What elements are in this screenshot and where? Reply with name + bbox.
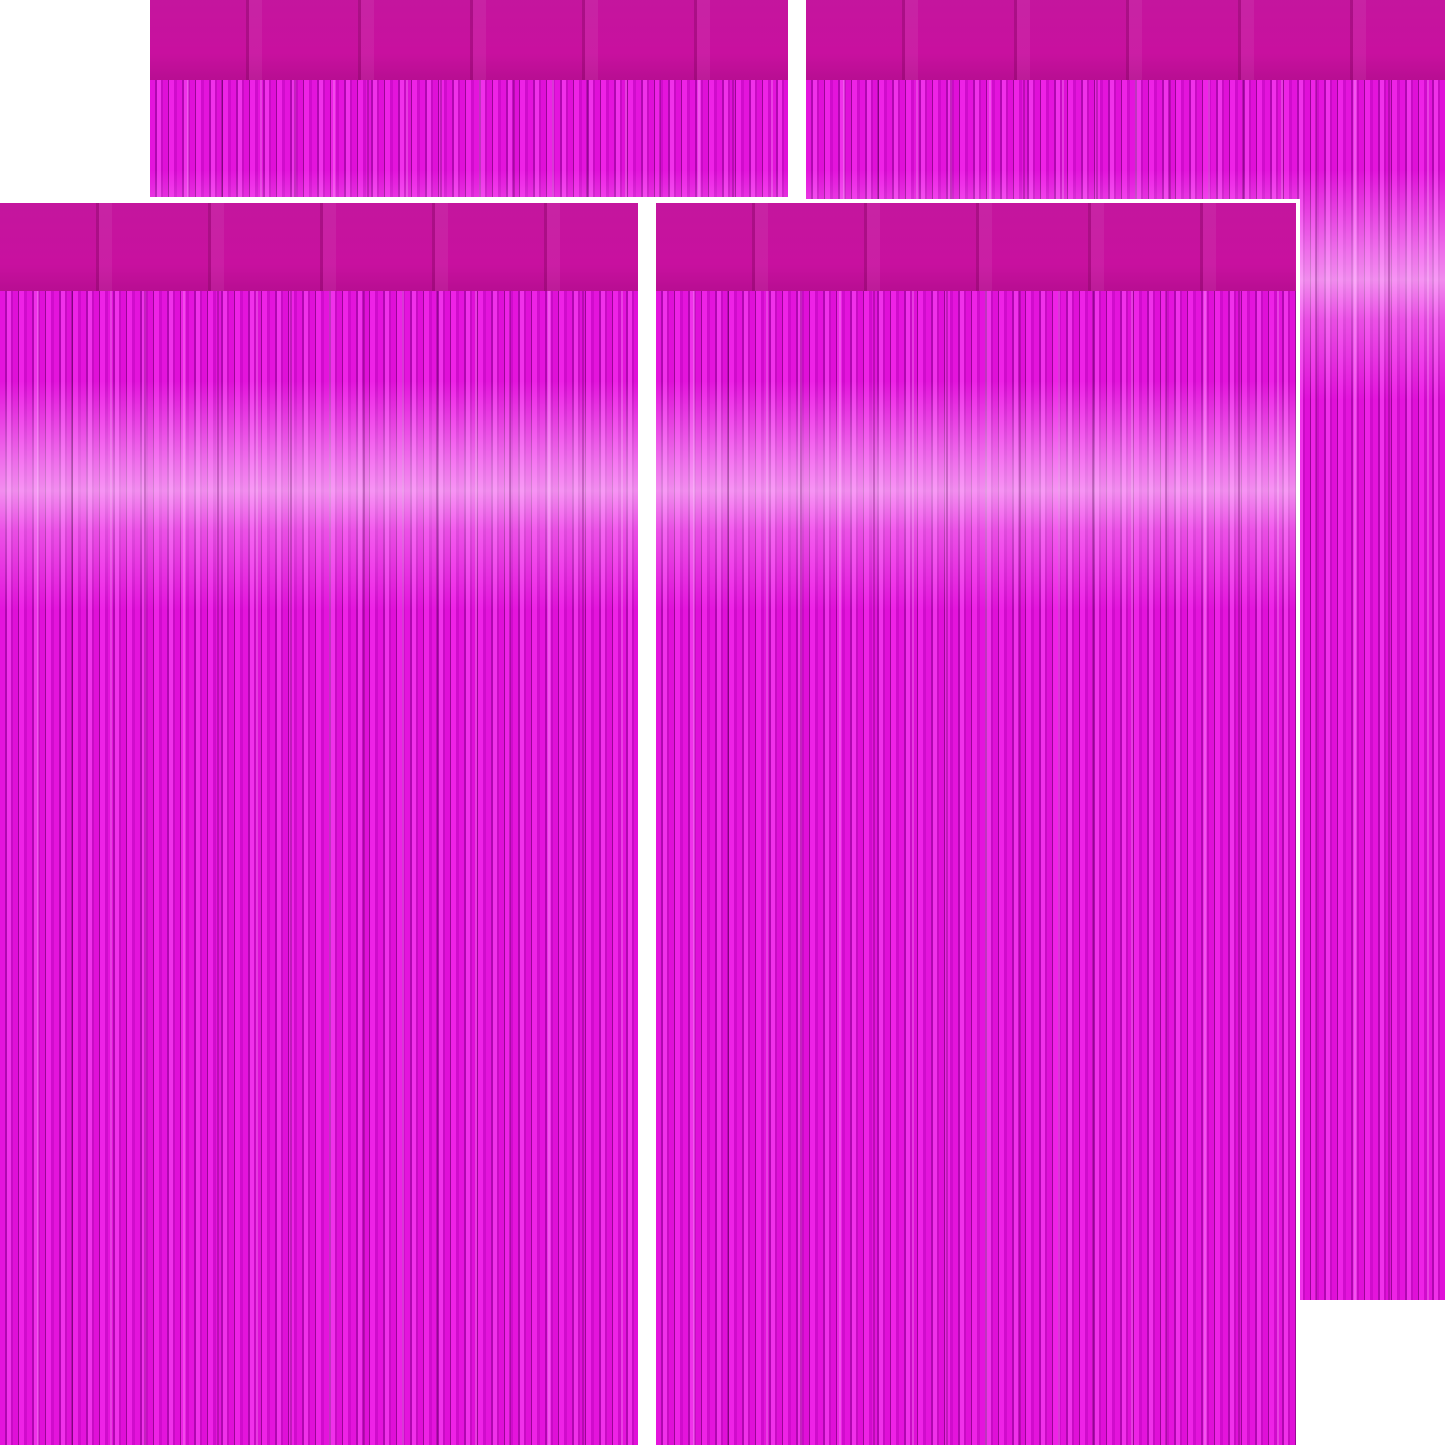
curtain-fringe bbox=[656, 291, 1296, 1445]
curtain-header-band bbox=[0, 203, 638, 291]
curtain-back-left bbox=[150, 0, 788, 197]
curtain-header-band bbox=[656, 203, 1296, 291]
curtain-fringe bbox=[150, 80, 788, 197]
curtain-front-left bbox=[0, 199, 642, 1445]
curtain-fringe bbox=[0, 291, 638, 1445]
curtain-header-band bbox=[150, 0, 788, 80]
curtain-front-right bbox=[652, 199, 1300, 1445]
curtain-header-band bbox=[806, 0, 1445, 80]
